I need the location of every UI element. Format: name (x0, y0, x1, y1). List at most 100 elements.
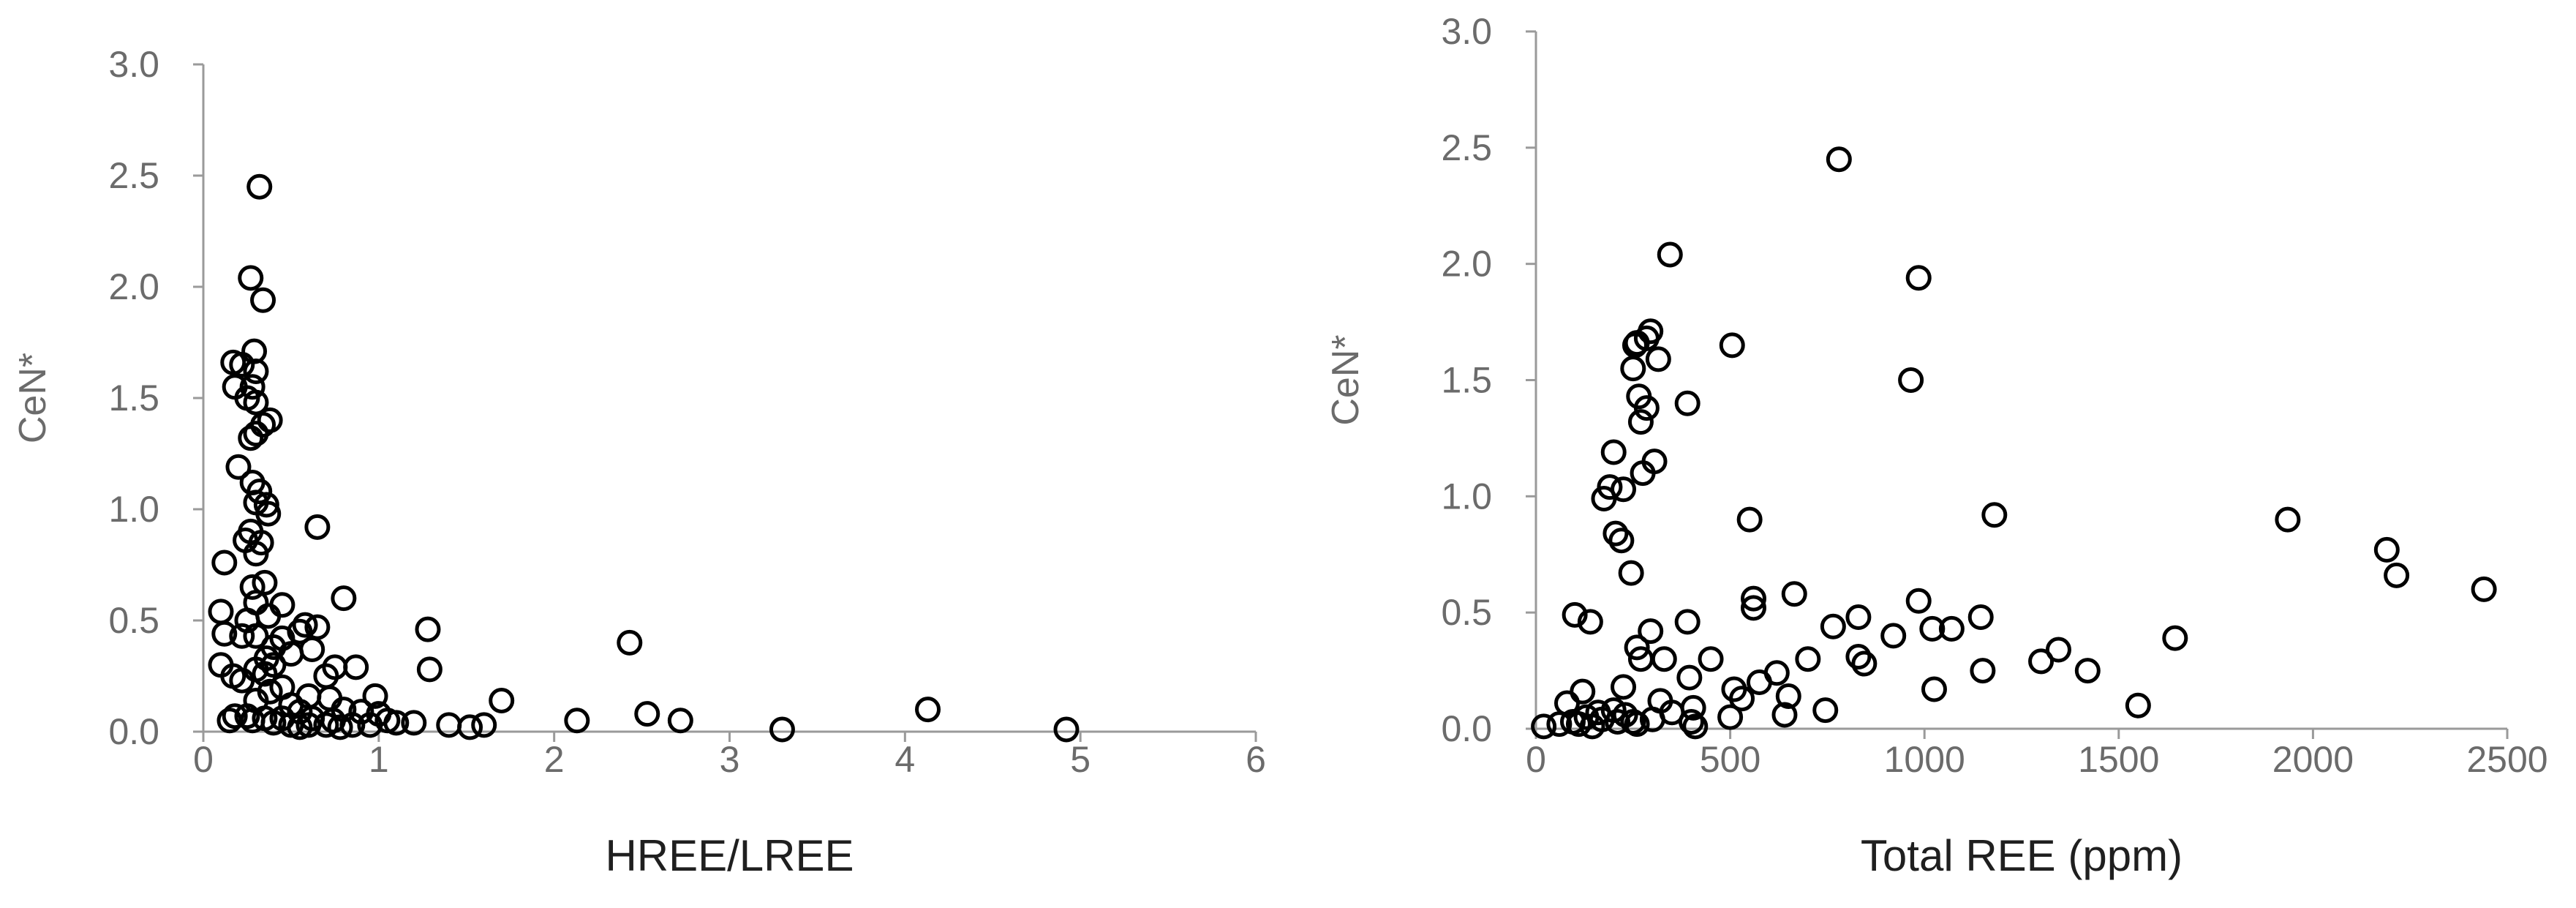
data-point (1919, 615, 1946, 642)
data-point (211, 620, 238, 647)
data-point (1633, 395, 1660, 421)
data-point (348, 699, 374, 725)
data-point (1546, 711, 1573, 738)
data-point (327, 714, 353, 740)
data-point (239, 574, 265, 600)
data-point (1676, 664, 1703, 691)
data-point (1845, 604, 1872, 631)
data-point (2125, 692, 2151, 718)
data-point (2373, 536, 2400, 563)
y-tick-label: 2.0 (1441, 244, 1492, 285)
data-point (1717, 704, 1744, 730)
data-point (357, 712, 383, 738)
data-point (1674, 609, 1701, 635)
x-axis-label: HREE/LREE (605, 831, 854, 880)
y-tick-label: 2.5 (108, 155, 159, 196)
data-point (1630, 460, 1656, 487)
data-point (1562, 601, 1588, 628)
data-point (1851, 650, 1878, 677)
data-point (2162, 625, 2188, 651)
chart-panel-hree-lree: 0.0 0.5 1.0 1.5 2.0 2.5 3.0 0 1 2 3 4 5 6 HREE/LREE CeN… (12, 44, 1266, 880)
data-point (253, 492, 279, 518)
data-point (260, 652, 287, 678)
y-tick-label: 1.5 (1441, 360, 1492, 401)
data-point (1967, 604, 1994, 631)
data-point (2471, 576, 2497, 602)
data-point (1740, 595, 1766, 621)
x-tick-label: 1 (369, 739, 389, 780)
y-tick-label: 0.5 (1441, 592, 1492, 633)
data-point (1605, 708, 1631, 735)
y-tick-label: 1.5 (108, 378, 159, 419)
data-point (243, 389, 269, 416)
data-point (1620, 356, 1646, 382)
data-point (1938, 615, 1965, 642)
data-point (1981, 502, 2008, 528)
data-point (1746, 669, 1772, 695)
data-point (331, 585, 357, 612)
x-axis-label: Total REE (ppm) (1861, 831, 2183, 880)
data-point (229, 351, 255, 378)
data-point (252, 661, 278, 687)
data-point (1682, 713, 1709, 740)
data-point (1624, 634, 1650, 661)
data-point (1627, 646, 1654, 672)
data-point (1921, 676, 1947, 702)
data-point (769, 716, 795, 743)
x-tick-label: 2000 (2272, 739, 2354, 780)
data-point (317, 685, 343, 711)
data-point (234, 703, 260, 729)
data-point (1905, 265, 1932, 291)
data-point (343, 654, 369, 680)
data-point (255, 500, 282, 527)
data-point (1645, 346, 1671, 372)
data-point (1771, 702, 1798, 728)
data-point (2074, 658, 2101, 684)
data-point (1698, 646, 1724, 672)
data-point (1639, 706, 1665, 732)
data-point (1638, 618, 1664, 645)
data-point (1600, 439, 1627, 465)
data-point (2275, 506, 2301, 533)
y-tick-label: 0.0 (108, 711, 159, 752)
x-tick-label: 1500 (2078, 739, 2159, 780)
data-point (243, 421, 269, 447)
x-tick-label: 2 (544, 739, 565, 780)
data-point (1970, 658, 1996, 684)
data-point (1627, 409, 1654, 435)
data-point (1880, 623, 1907, 649)
data-point (211, 549, 238, 576)
y-axis-label: CeN* (12, 353, 54, 443)
data-point (416, 656, 442, 683)
data-point (1577, 609, 1603, 635)
x-tick-label: 4 (895, 739, 915, 780)
x-tick-label: 3 (720, 739, 740, 780)
data-point (255, 603, 282, 629)
y-tick-label: 1.0 (1441, 476, 1492, 517)
data-point (1905, 588, 1932, 614)
data-point (246, 479, 273, 505)
data-point (915, 697, 941, 723)
y-tick-label: 1.0 (108, 489, 159, 530)
data-point (304, 514, 331, 540)
data-point (229, 623, 255, 649)
data-point (246, 173, 273, 200)
y-tick-label: 2.0 (108, 266, 159, 307)
data-point (489, 687, 515, 713)
data-point (1845, 644, 1872, 670)
data-point (1579, 713, 1605, 740)
data-point (1608, 528, 1635, 554)
data-point (1729, 686, 1755, 712)
data-point (2045, 637, 2071, 663)
data-point (269, 592, 295, 618)
data-point (1678, 708, 1704, 735)
data-point (1611, 674, 1637, 700)
data-point (1570, 678, 1596, 705)
data-point (1826, 146, 1852, 173)
data-point (1053, 716, 1080, 743)
data-point (299, 637, 325, 663)
data-point (1591, 486, 1617, 512)
x-tick-label: 6 (1246, 739, 1266, 780)
data-point (1898, 367, 1924, 393)
